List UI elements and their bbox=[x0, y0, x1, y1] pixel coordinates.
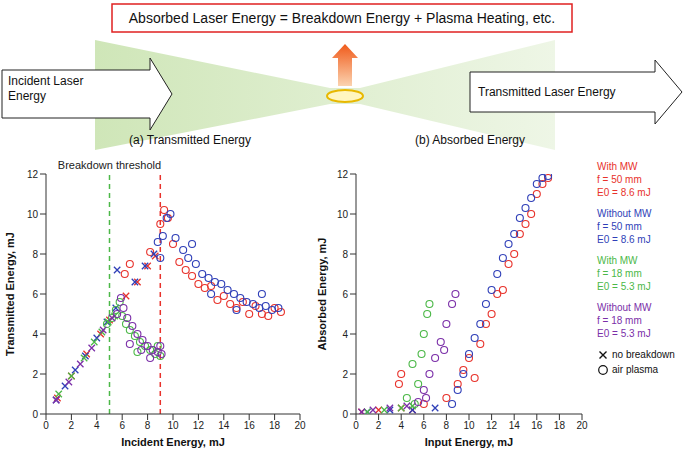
svg-text:16: 16 bbox=[244, 420, 256, 431]
html-text:With MW: With MW bbox=[597, 255, 638, 266]
svg-text:2: 2 bbox=[69, 420, 75, 431]
svg-text:8: 8 bbox=[342, 249, 348, 260]
svg-text:Input Energy, mJ: Input Energy, mJ bbox=[425, 436, 513, 448]
svg-text:10: 10 bbox=[337, 209, 349, 220]
html-text:f = 18 mm: f = 18 mm bbox=[597, 268, 642, 279]
svg-text:6: 6 bbox=[32, 289, 38, 300]
svg-text:0: 0 bbox=[32, 409, 38, 420]
svg-text:2: 2 bbox=[32, 369, 38, 380]
svg-text:6: 6 bbox=[119, 420, 125, 431]
html-text:E0 = 8.6 mJ: E0 = 8.6 mJ bbox=[597, 234, 651, 245]
html-text:With MW: With MW bbox=[597, 161, 638, 172]
html-text:E0 = 5.3 mJ: E0 = 5.3 mJ bbox=[597, 281, 651, 292]
svg-text:8: 8 bbox=[32, 249, 38, 260]
svg-text:Incident LaserEnergy: Incident LaserEnergy bbox=[8, 74, 83, 103]
html-text:no breakdown: no breakdown bbox=[612, 349, 675, 360]
svg-text:Transmitted Energy, mJ: Transmitted Energy, mJ bbox=[4, 232, 16, 356]
svg-text:Absorbed Laser Energy = Breakd: Absorbed Laser Energy = Breakdown Energy… bbox=[129, 10, 555, 26]
svg-text:10: 10 bbox=[167, 420, 179, 431]
svg-text:12: 12 bbox=[486, 420, 498, 431]
svg-text:18: 18 bbox=[269, 420, 281, 431]
html-text:Without MW: Without MW bbox=[597, 302, 652, 313]
svg-text:10: 10 bbox=[463, 420, 475, 431]
html-text:air plasma: air plasma bbox=[612, 364, 659, 375]
svg-text:12: 12 bbox=[27, 169, 39, 180]
svg-text:18: 18 bbox=[554, 420, 566, 431]
svg-text:14: 14 bbox=[509, 420, 521, 431]
svg-text:Breakdown threshold: Breakdown threshold bbox=[58, 159, 161, 171]
svg-text:10: 10 bbox=[27, 209, 39, 220]
html-text:f = 50 mm: f = 50 mm bbox=[597, 174, 642, 185]
svg-text:0: 0 bbox=[342, 409, 348, 420]
svg-text:20: 20 bbox=[294, 420, 306, 431]
svg-text:2: 2 bbox=[342, 369, 348, 380]
svg-text:Incident Energy, mJ: Incident Energy, mJ bbox=[121, 436, 225, 448]
svg-text:4: 4 bbox=[94, 420, 100, 431]
svg-text:0: 0 bbox=[353, 420, 359, 431]
svg-text:8: 8 bbox=[444, 420, 450, 431]
svg-text:4: 4 bbox=[398, 420, 404, 431]
svg-text:(a) Transmitted Energy: (a) Transmitted Energy bbox=[129, 133, 251, 147]
svg-text:Absorbed Energy, mJ: Absorbed Energy, mJ bbox=[316, 238, 328, 351]
svg-text:Transmitted Laser Energy: Transmitted Laser Energy bbox=[478, 85, 616, 99]
svg-text:0: 0 bbox=[43, 420, 49, 431]
html-text:f = 50 mm: f = 50 mm bbox=[597, 221, 642, 232]
html-text:f = 18 mm: f = 18 mm bbox=[597, 315, 642, 326]
html-text:E0 = 8.6 mJ: E0 = 8.6 mJ bbox=[597, 187, 651, 198]
svg-text:8: 8 bbox=[145, 420, 151, 431]
svg-text:16: 16 bbox=[531, 420, 543, 431]
svg-text:2: 2 bbox=[376, 420, 382, 431]
html-text:E0 = 5.3 mJ: E0 = 5.3 mJ bbox=[597, 328, 651, 339]
svg-text:12: 12 bbox=[337, 169, 349, 180]
html-text:Without MW: Without MW bbox=[597, 208, 652, 219]
svg-text:(b) Absorbed Energy: (b) Absorbed Energy bbox=[415, 133, 525, 147]
svg-text:6: 6 bbox=[342, 289, 348, 300]
svg-text:20: 20 bbox=[576, 420, 588, 431]
svg-text:12: 12 bbox=[193, 420, 205, 431]
svg-text:14: 14 bbox=[218, 420, 230, 431]
svg-text:6: 6 bbox=[421, 420, 427, 431]
svg-text:4: 4 bbox=[32, 329, 38, 340]
svg-text:4: 4 bbox=[342, 329, 348, 340]
